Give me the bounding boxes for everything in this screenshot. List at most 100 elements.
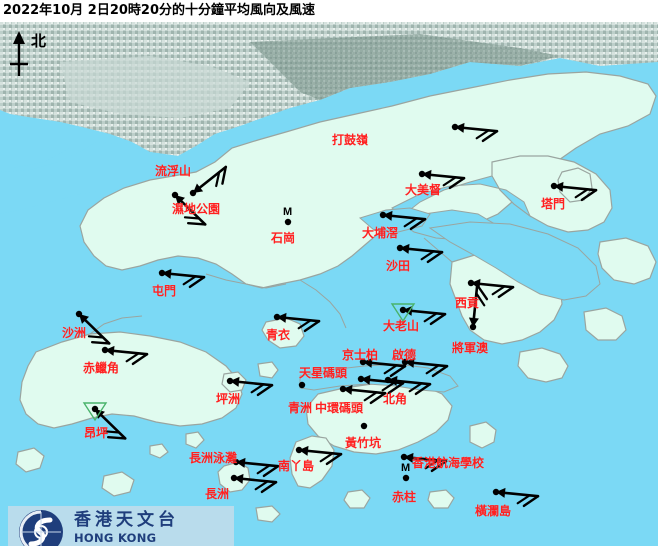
station-dot-icon — [467, 279, 475, 287]
station-label: 大埔滘 — [362, 226, 399, 240]
station-dot-icon — [273, 313, 281, 321]
station-dot-icon — [284, 218, 292, 226]
wind-barb-layer — [77, 122, 598, 508]
station-dot-icon — [396, 244, 404, 252]
station-dot-icon — [401, 358, 409, 366]
wind-barb — [381, 210, 427, 231]
wind-barb — [173, 193, 207, 226]
calm-marker: M — [401, 462, 411, 474]
station-dot-icon — [469, 323, 477, 331]
station-dot-icon — [360, 422, 368, 430]
wind-barb — [103, 345, 149, 366]
station-label: 啟德 — [392, 348, 417, 362]
inner-waters — [299, 175, 601, 393]
wind-barb — [275, 312, 321, 333]
green-triangle-station-icon — [82, 402, 108, 422]
station-dot-icon — [171, 191, 179, 199]
station-label: 北角 — [383, 392, 408, 406]
wind-barb — [386, 375, 432, 396]
station-label: 赤柱 — [392, 490, 417, 504]
wind-barb — [552, 181, 598, 202]
station-label: 黃竹坑 — [345, 436, 382, 450]
station-label: 屯門 — [152, 284, 177, 298]
page-title: 2022年10月 2日20時20分的十分鐘平均風向及風速 — [0, 0, 658, 22]
station-label: 京士柏 — [342, 348, 379, 362]
hko-logo-english: HONG KONG OBSERVATORY — [74, 531, 171, 546]
wind-barb — [341, 384, 387, 405]
wind-barb — [77, 312, 111, 345]
station-label: 中環碼頭 — [315, 401, 364, 415]
wind-barb — [297, 445, 343, 466]
wind-barb — [93, 407, 127, 440]
mainland-china-imagery — [0, 22, 658, 214]
station-dot-icon — [379, 211, 387, 219]
wind-barb — [398, 243, 444, 264]
station-label: 沙田 — [386, 259, 411, 273]
station-label: 沙洲 — [62, 326, 87, 340]
map-canvas: 北 打鼓嶺流浮山濕地公園 M 石崗 大美督塔門大埔滘沙田屯門沙洲赤鱲角 青衣坪洲昂坪 大老… — [0, 22, 658, 546]
map-graphics — [0, 22, 658, 546]
station-label: 大美督 — [405, 183, 442, 197]
station-label: 打鼓嶺 — [332, 133, 369, 147]
green-triangle-station-icon — [390, 303, 416, 323]
station-label: 濕地公園 — [172, 202, 221, 216]
north-arrow-icon — [10, 31, 28, 76]
north-arrow: 北 — [5, 28, 65, 80]
station-label: 石崗 — [271, 231, 296, 245]
station-label: 南丫島 — [278, 459, 315, 473]
wind-barb — [160, 268, 206, 289]
station-dot-icon — [400, 453, 408, 461]
wind-barb — [403, 357, 449, 378]
north-label: 北 — [31, 32, 47, 50]
hko-emblem-icon — [19, 510, 63, 546]
station-label: 香港航海學校 — [412, 456, 485, 470]
wind-barb — [361, 357, 407, 378]
hongkong-landmass — [15, 71, 657, 523]
wind-barb — [469, 278, 515, 299]
hko-logo-chinese: 香港天文台 — [74, 510, 179, 530]
station-dot-icon — [101, 346, 109, 354]
station-dot-icon — [418, 170, 426, 178]
station-label: 西貢 — [455, 296, 480, 310]
station-label: 赤鱲角 — [83, 361, 120, 375]
station-dot-icon — [339, 385, 347, 393]
station-dot-icon — [357, 375, 365, 383]
station-label: 流浮山 — [155, 164, 192, 178]
wind-barb — [232, 473, 278, 494]
station-label: 塔門 — [541, 197, 566, 211]
station-dot-icon — [226, 377, 234, 385]
wind-barb — [191, 165, 228, 195]
station-label: 青洲 — [288, 401, 313, 415]
station-dot-icon — [298, 381, 306, 389]
coastline-detail — [89, 237, 453, 335]
station-label: 青衣 — [266, 328, 291, 342]
wind-barb — [494, 487, 540, 508]
page-title-text: 2022年10月 2日20時20分的十分鐘平均風向及風速 — [3, 3, 316, 18]
wind-barb — [420, 169, 466, 190]
hko-logo: 香港天文台 HONG KONG OBSERVATORY — [8, 506, 234, 546]
station-dot-icon — [451, 123, 459, 131]
station-label: 坪洲 — [216, 392, 241, 406]
station-label: 大老山 — [383, 319, 420, 333]
station-label: 長洲泳灘 — [189, 451, 238, 465]
station-dot-icon — [295, 446, 303, 454]
station-dot-icon — [91, 405, 99, 413]
station-label: 長洲 — [205, 487, 230, 501]
station-dot-icon — [230, 474, 238, 482]
station-label: 天星碼頭 — [299, 366, 348, 380]
wind-barb — [228, 376, 274, 397]
station-dot-icon — [158, 269, 166, 277]
station-dot-icon — [75, 310, 83, 318]
station-dot-icon — [359, 358, 367, 366]
station-dot-icon — [402, 474, 410, 482]
station-label: 昂坪 — [84, 426, 109, 440]
wind-barb — [234, 457, 280, 478]
station-dot-icon — [399, 306, 407, 314]
station-dot-icon — [550, 182, 558, 190]
station-dot-icon — [384, 376, 392, 384]
station-label: 將軍澳 — [452, 341, 489, 355]
station-dot-icon — [189, 189, 197, 197]
station-marker-layer — [75, 123, 558, 496]
wind-barb — [468, 283, 489, 329]
